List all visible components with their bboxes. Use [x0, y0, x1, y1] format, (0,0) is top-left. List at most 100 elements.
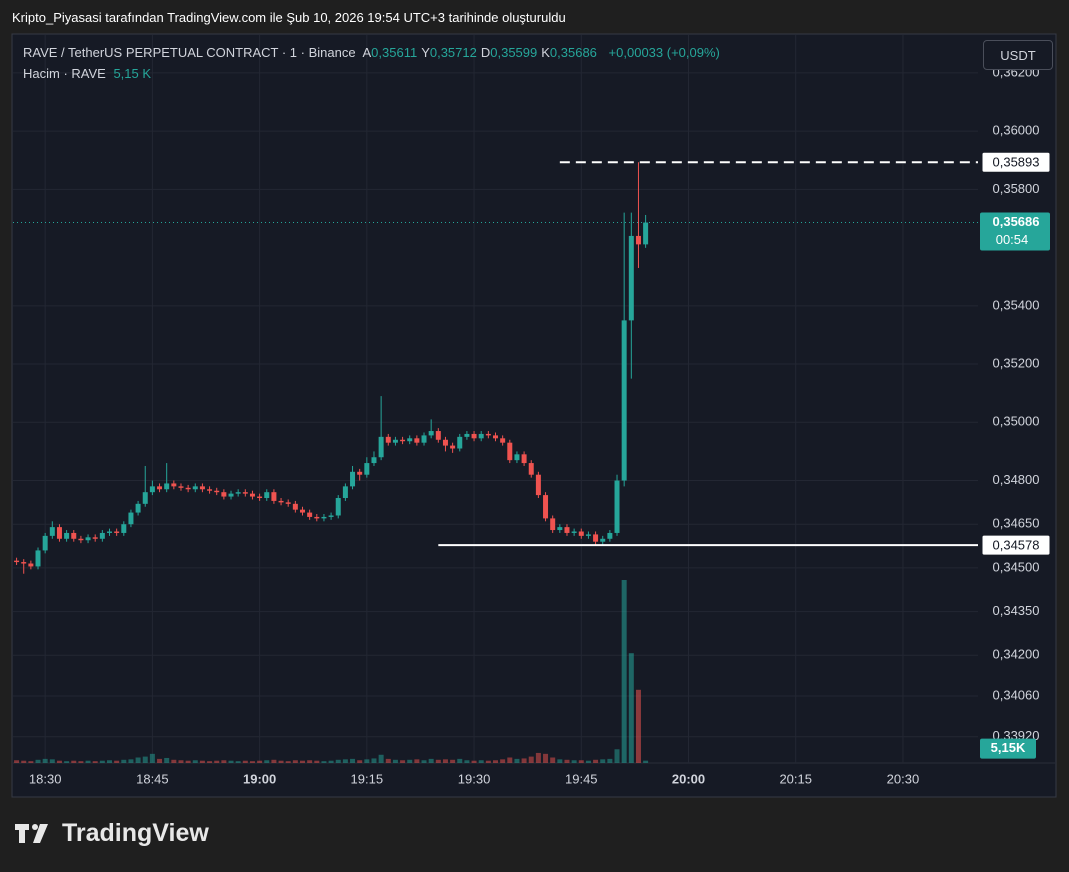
currency-button[interactable]: USDT [983, 40, 1053, 70]
volume-bar [421, 760, 427, 763]
volume-bar [14, 760, 20, 763]
volume-bar [49, 759, 55, 763]
volume-bar [242, 760, 248, 763]
volume-bar [228, 760, 234, 763]
volume-bar [357, 760, 363, 763]
candle-body [507, 442, 513, 461]
candle-body [114, 531, 120, 533]
volume-bar [264, 760, 270, 763]
candle-body [292, 503, 298, 510]
x-tick-label: 18:45 [136, 771, 169, 786]
x-tick-label: 19:30 [458, 771, 491, 786]
change: +0,00033 (+0,09%) [608, 45, 720, 60]
y-tick-label: 0,34650 [993, 516, 1040, 531]
last-price-badge [980, 212, 1050, 251]
volume-bar [392, 759, 398, 763]
candle-body [128, 512, 134, 525]
candle-body [278, 500, 284, 503]
volume-bar [278, 760, 284, 763]
candle-body [493, 435, 498, 439]
candle-body [264, 492, 270, 499]
volume-bar [142, 756, 148, 763]
candle-body [600, 538, 606, 542]
candle-body [535, 474, 541, 496]
candle-body [621, 320, 627, 481]
candle-body [342, 486, 348, 499]
last-price-label: 0,35686 [993, 214, 1040, 229]
candle-body [400, 439, 406, 442]
candle-body [192, 486, 198, 490]
candle-body [35, 550, 41, 567]
price-line-badge [981, 151, 1051, 173]
ohlc-value: 0,35599 [490, 45, 538, 60]
candle-body [49, 527, 55, 536]
volume-bar [521, 758, 527, 763]
candle-body [135, 503, 141, 513]
volume-badge-label: 5,15K [991, 740, 1026, 755]
candle-body [328, 515, 334, 517]
y-tick-label: 0,34500 [993, 559, 1040, 574]
volume-bar [585, 760, 591, 763]
candle-body [99, 532, 105, 539]
symbol-row: RAVE / TetherUS PERPETUAL CONTRACT · 1 ·… [23, 45, 724, 60]
volume-bar [564, 759, 570, 763]
candle-body [521, 454, 527, 464]
ohlc: A0,35611 Y0,35712 D0,35599 K0,35686 [362, 45, 600, 60]
volume-bar [171, 759, 177, 763]
volume-bar [457, 758, 463, 763]
candle-body [428, 431, 434, 436]
candle-body [593, 534, 599, 542]
candle-body [28, 563, 34, 567]
price-line-label: 0,35893 [993, 155, 1040, 170]
volume-bar [314, 760, 320, 763]
volume-bar [407, 759, 413, 763]
volume-bar [428, 758, 434, 763]
volume-bar [557, 759, 563, 763]
candle-body [214, 490, 220, 493]
candle-body [335, 498, 341, 516]
candle-body [207, 489, 213, 491]
candle-body [257, 496, 263, 499]
candle-body [314, 516, 320, 519]
candle-body [392, 439, 398, 443]
volume-bar [114, 760, 120, 763]
candle-body [435, 431, 441, 440]
brand-logo [15, 824, 48, 843]
candle-body [92, 537, 98, 539]
candle-body [500, 438, 506, 443]
volume-bar [199, 760, 205, 763]
volume-bar [235, 761, 241, 763]
candle-body [242, 492, 248, 494]
candle-body [185, 487, 191, 490]
candle-body [21, 562, 27, 564]
candle-body [85, 537, 91, 541]
candle-body [107, 531, 112, 533]
candle-body [300, 509, 305, 513]
volume-bar [635, 689, 641, 763]
candle-body [321, 516, 327, 519]
volume-bar [178, 760, 184, 763]
y-tick-label: 0,34060 [993, 687, 1040, 702]
volume-bar [578, 760, 584, 763]
candle-body [56, 527, 62, 539]
candle-body [478, 433, 484, 439]
volume-bar [600, 759, 606, 763]
caption: Kripto_Piyasasi tarafından TradingView.c… [12, 10, 566, 25]
axes: 0,362000,360000,358000,354000,352000,350… [29, 64, 1051, 786]
volume-title: Hacim · RAVE [23, 66, 106, 81]
y-tick-label: 0,35200 [993, 355, 1040, 370]
candle-body [421, 435, 427, 443]
price-line-badge [981, 534, 1051, 556]
x-tick-label: 20:00 [672, 771, 705, 786]
candle-body [271, 492, 277, 501]
candle-body [578, 531, 584, 536]
volume-bar [335, 759, 341, 763]
y-tick-label: 0,35400 [993, 297, 1040, 312]
candle-body [221, 492, 227, 497]
volume-bar [400, 760, 406, 763]
volume-bar [21, 760, 27, 763]
volume-bar [571, 760, 577, 763]
volume-value: 5,15 K [113, 66, 152, 81]
volume-bar [350, 758, 356, 763]
